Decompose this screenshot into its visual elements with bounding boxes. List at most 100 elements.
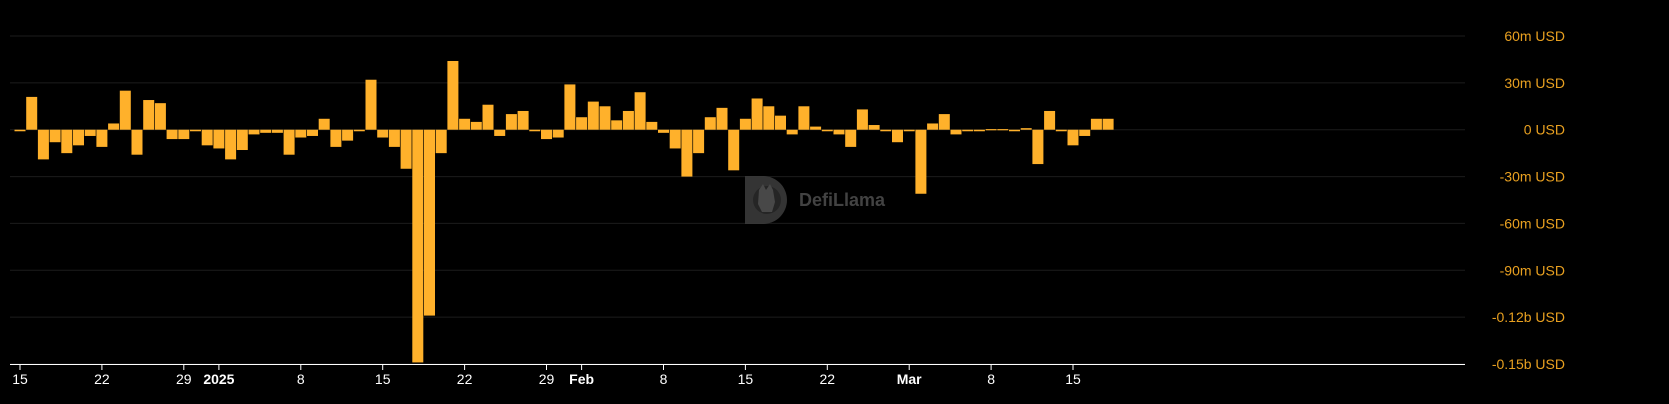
bar[interactable] — [61, 129, 73, 154]
bar[interactable] — [447, 60, 459, 130]
bar[interactable] — [400, 129, 412, 169]
bar[interactable] — [985, 129, 997, 131]
bar[interactable] — [388, 129, 400, 147]
bar[interactable] — [236, 129, 248, 151]
bar[interactable] — [903, 129, 915, 132]
bar[interactable] — [201, 129, 213, 146]
bar[interactable] — [73, 129, 84, 146]
bar[interactable] — [37, 129, 49, 160]
bar[interactable] — [810, 126, 822, 130]
x-tick-label: 22 — [94, 371, 110, 387]
bar[interactable] — [1090, 118, 1102, 130]
bar[interactable] — [283, 129, 295, 155]
bar[interactable] — [119, 90, 131, 130]
bar[interactable] — [704, 117, 716, 130]
bar[interactable] — [365, 79, 377, 130]
bar[interactable] — [622, 110, 634, 130]
bar[interactable] — [775, 115, 786, 130]
bar[interactable] — [1055, 129, 1067, 132]
x-tick-label: Mar — [897, 371, 922, 387]
bar[interactable] — [681, 129, 693, 177]
bars — [14, 60, 1114, 363]
bar[interactable] — [552, 129, 564, 138]
bar[interactable] — [96, 129, 108, 147]
bar[interactable] — [973, 129, 985, 132]
bar[interactable] — [190, 129, 201, 132]
bar[interactable] — [49, 129, 61, 143]
bar[interactable] — [599, 106, 611, 130]
bar[interactable] — [751, 98, 763, 130]
bar[interactable] — [739, 118, 751, 130]
bar[interactable] — [856, 109, 868, 130]
bar[interactable] — [435, 129, 447, 154]
bar[interactable] — [611, 120, 623, 130]
bar[interactable] — [798, 106, 810, 130]
bar[interactable] — [763, 106, 775, 130]
bar[interactable] — [1009, 129, 1020, 132]
bar[interactable] — [658, 129, 669, 133]
bar[interactable] — [1044, 110, 1056, 130]
bar[interactable] — [424, 129, 435, 316]
bar[interactable] — [1032, 129, 1044, 165]
bar[interactable] — [295, 129, 307, 138]
bar[interactable] — [178, 129, 190, 140]
bar[interactable] — [587, 101, 599, 130]
bar[interactable] — [950, 129, 962, 135]
bar[interactable] — [377, 129, 389, 138]
grid-lines — [10, 35, 1465, 365]
bar[interactable] — [927, 123, 939, 130]
bar[interactable] — [213, 129, 225, 149]
bar[interactable] — [892, 129, 903, 143]
bar[interactable] — [1067, 129, 1079, 146]
bar[interactable] — [342, 129, 354, 141]
bar[interactable] — [833, 129, 845, 135]
bar[interactable] — [669, 129, 681, 149]
bar[interactable] — [693, 129, 705, 154]
bar[interactable] — [1102, 118, 1114, 130]
bar[interactable] — [307, 129, 318, 136]
bar[interactable] — [541, 129, 552, 140]
bar[interactable] — [728, 129, 740, 171]
bar[interactable] — [576, 117, 588, 130]
bar[interactable] — [154, 103, 166, 130]
bar[interactable] — [786, 129, 798, 135]
bar[interactable] — [271, 129, 283, 133]
bar[interactable] — [470, 121, 482, 130]
bar[interactable] — [634, 92, 646, 130]
bar[interactable] — [14, 129, 26, 132]
bar[interactable] — [225, 129, 237, 160]
bar[interactable] — [517, 110, 529, 130]
bar[interactable] — [131, 129, 143, 155]
bar[interactable] — [1079, 129, 1091, 136]
bar[interactable] — [646, 121, 658, 130]
bar[interactable] — [997, 129, 1009, 131]
bar[interactable] — [26, 96, 38, 130]
bar[interactable] — [716, 107, 728, 130]
bar[interactable] — [1020, 128, 1032, 130]
bar[interactable] — [84, 129, 96, 136]
bar[interactable] — [915, 129, 927, 194]
bar[interactable] — [880, 129, 892, 132]
bar[interactable] — [529, 129, 541, 132]
bar[interactable] — [260, 129, 272, 133]
bar[interactable] — [962, 129, 974, 132]
bar[interactable] — [330, 129, 342, 147]
bar[interactable] — [938, 114, 950, 130]
bar[interactable] — [494, 129, 506, 136]
bar[interactable] — [505, 114, 517, 130]
bar[interactable] — [845, 129, 857, 147]
bar[interactable] — [459, 118, 471, 130]
bar[interactable] — [353, 129, 365, 132]
bar[interactable] — [564, 84, 576, 130]
bar[interactable] — [248, 129, 260, 135]
bar[interactable] — [821, 129, 833, 132]
bar[interactable] — [318, 118, 330, 130]
bar[interactable] — [108, 123, 120, 130]
y-tick-label: -0.15b USD — [1492, 356, 1565, 372]
bar[interactable] — [868, 125, 880, 130]
bar[interactable] — [412, 129, 424, 363]
x-tick-label: 29 — [539, 371, 555, 387]
bar[interactable] — [166, 129, 178, 140]
bar[interactable] — [482, 104, 494, 130]
bar[interactable] — [143, 100, 155, 130]
